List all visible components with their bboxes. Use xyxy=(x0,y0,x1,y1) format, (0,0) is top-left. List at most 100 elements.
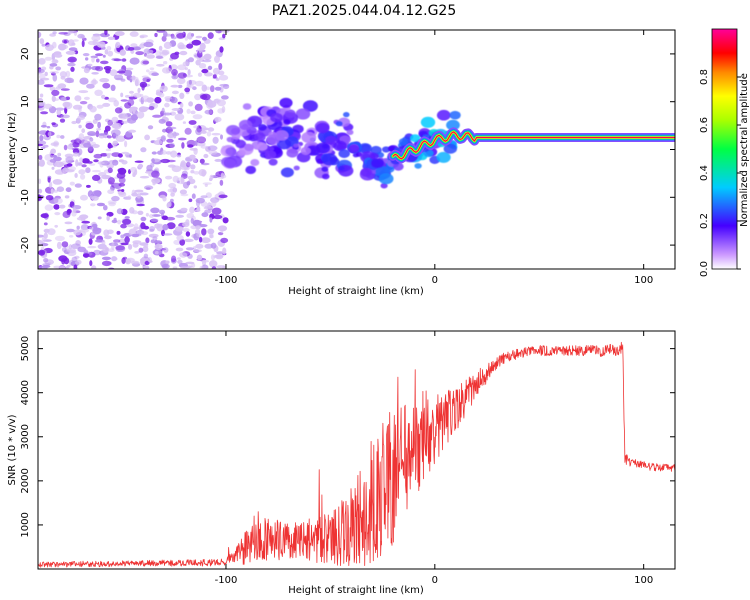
noise-speck xyxy=(132,240,142,245)
noise-speck xyxy=(214,86,222,91)
noise-speck xyxy=(176,154,182,158)
noise-speck xyxy=(70,139,77,143)
noise-speck xyxy=(140,222,146,230)
noise-speck xyxy=(177,42,185,50)
noise-speck xyxy=(189,154,196,160)
noise-speck xyxy=(124,216,130,219)
noise-speck xyxy=(218,74,229,81)
ridge-blob xyxy=(237,149,246,156)
noise-speck xyxy=(59,96,67,101)
noise-speck xyxy=(80,194,88,201)
noise-speck xyxy=(53,197,63,205)
noise-speck xyxy=(190,33,195,37)
noise-speck xyxy=(153,140,163,145)
noise-speck xyxy=(66,264,71,268)
noise-speck xyxy=(117,219,122,225)
noise-speck xyxy=(190,110,196,115)
noise-speck xyxy=(129,90,134,94)
snr-series-line xyxy=(38,341,675,568)
noise-speck xyxy=(53,189,59,193)
noise-speck xyxy=(164,96,172,100)
noise-speck xyxy=(179,189,187,195)
noise-speck xyxy=(47,177,51,183)
noise-speck xyxy=(133,92,142,98)
noise-speck xyxy=(60,75,66,80)
noise-speck xyxy=(195,225,201,230)
noise-speck xyxy=(90,141,97,146)
snr-x-ticks: -100 0 100 xyxy=(215,331,653,586)
noise-speck xyxy=(74,173,78,178)
ridge-blob xyxy=(449,110,461,120)
noise-speck xyxy=(207,32,214,39)
tick-label: 0 xyxy=(432,575,438,586)
noise-speck xyxy=(92,174,101,181)
noise-speck xyxy=(125,67,134,71)
noise-speck xyxy=(188,101,194,107)
tick-label: 0.8 xyxy=(699,69,710,85)
noise-speck xyxy=(39,135,44,142)
noise-speck xyxy=(128,244,133,250)
noise-speck xyxy=(87,133,97,136)
noise-speck xyxy=(170,36,177,40)
colorbar-ticks: 0.0 0.2 0.4 0.6 0.8 xyxy=(699,69,741,277)
noise-speck xyxy=(38,188,43,194)
noise-speck xyxy=(171,255,177,263)
noise-speck xyxy=(202,182,212,185)
noise-speck xyxy=(49,63,58,67)
noise-speck xyxy=(53,204,60,210)
noise-speck xyxy=(118,182,126,187)
noise-speck xyxy=(134,160,144,163)
ridge-blob xyxy=(231,127,240,135)
noise-speck xyxy=(186,161,191,168)
noise-speck xyxy=(120,223,127,229)
noise-speck xyxy=(38,249,46,256)
noise-speck xyxy=(149,226,156,232)
ridge-blob xyxy=(280,167,294,178)
noise-speck xyxy=(194,93,202,101)
noise-speck xyxy=(38,31,42,38)
ridge-blob xyxy=(302,100,318,112)
noise-speck xyxy=(211,132,221,136)
noise-speck xyxy=(143,48,151,55)
noise-speck xyxy=(114,107,123,114)
noise-speck xyxy=(59,204,66,209)
noise-speck xyxy=(56,241,62,250)
noise-speck xyxy=(61,241,69,248)
noise-speck xyxy=(88,238,93,245)
noise-speck xyxy=(161,150,167,155)
noise-speck xyxy=(161,215,168,221)
noise-speck xyxy=(148,106,155,111)
noise-speck xyxy=(115,77,124,81)
noise-speck xyxy=(80,216,86,222)
noise-speck xyxy=(147,125,154,130)
noise-speck xyxy=(206,102,214,109)
noise-speck xyxy=(53,59,58,63)
noise-speck xyxy=(40,111,49,115)
noise-speck xyxy=(203,206,213,210)
noise-speck xyxy=(221,95,229,100)
noise-speck xyxy=(144,260,150,266)
noise-speck xyxy=(71,243,81,249)
noise-speck xyxy=(121,120,128,124)
noise-speck xyxy=(87,40,98,46)
noise-speck xyxy=(116,172,126,179)
noise-speck xyxy=(154,96,162,104)
noise-speck xyxy=(165,260,170,264)
noise-speck xyxy=(120,92,124,98)
noise-speck xyxy=(220,172,225,179)
noise-speck xyxy=(106,229,114,235)
noise-speck xyxy=(127,129,137,133)
noise-speck xyxy=(213,214,223,220)
ridge-blob xyxy=(300,146,312,156)
noise-speck xyxy=(97,121,101,129)
noise-speck xyxy=(41,236,46,244)
noise-speck xyxy=(202,59,212,63)
noise-speck xyxy=(113,239,121,243)
noise-speck xyxy=(206,131,212,137)
noise-speck xyxy=(60,135,65,139)
noise-speck xyxy=(161,107,165,114)
noise-speck xyxy=(92,227,102,235)
noise-speck xyxy=(209,217,213,223)
noise-speck xyxy=(86,184,91,188)
